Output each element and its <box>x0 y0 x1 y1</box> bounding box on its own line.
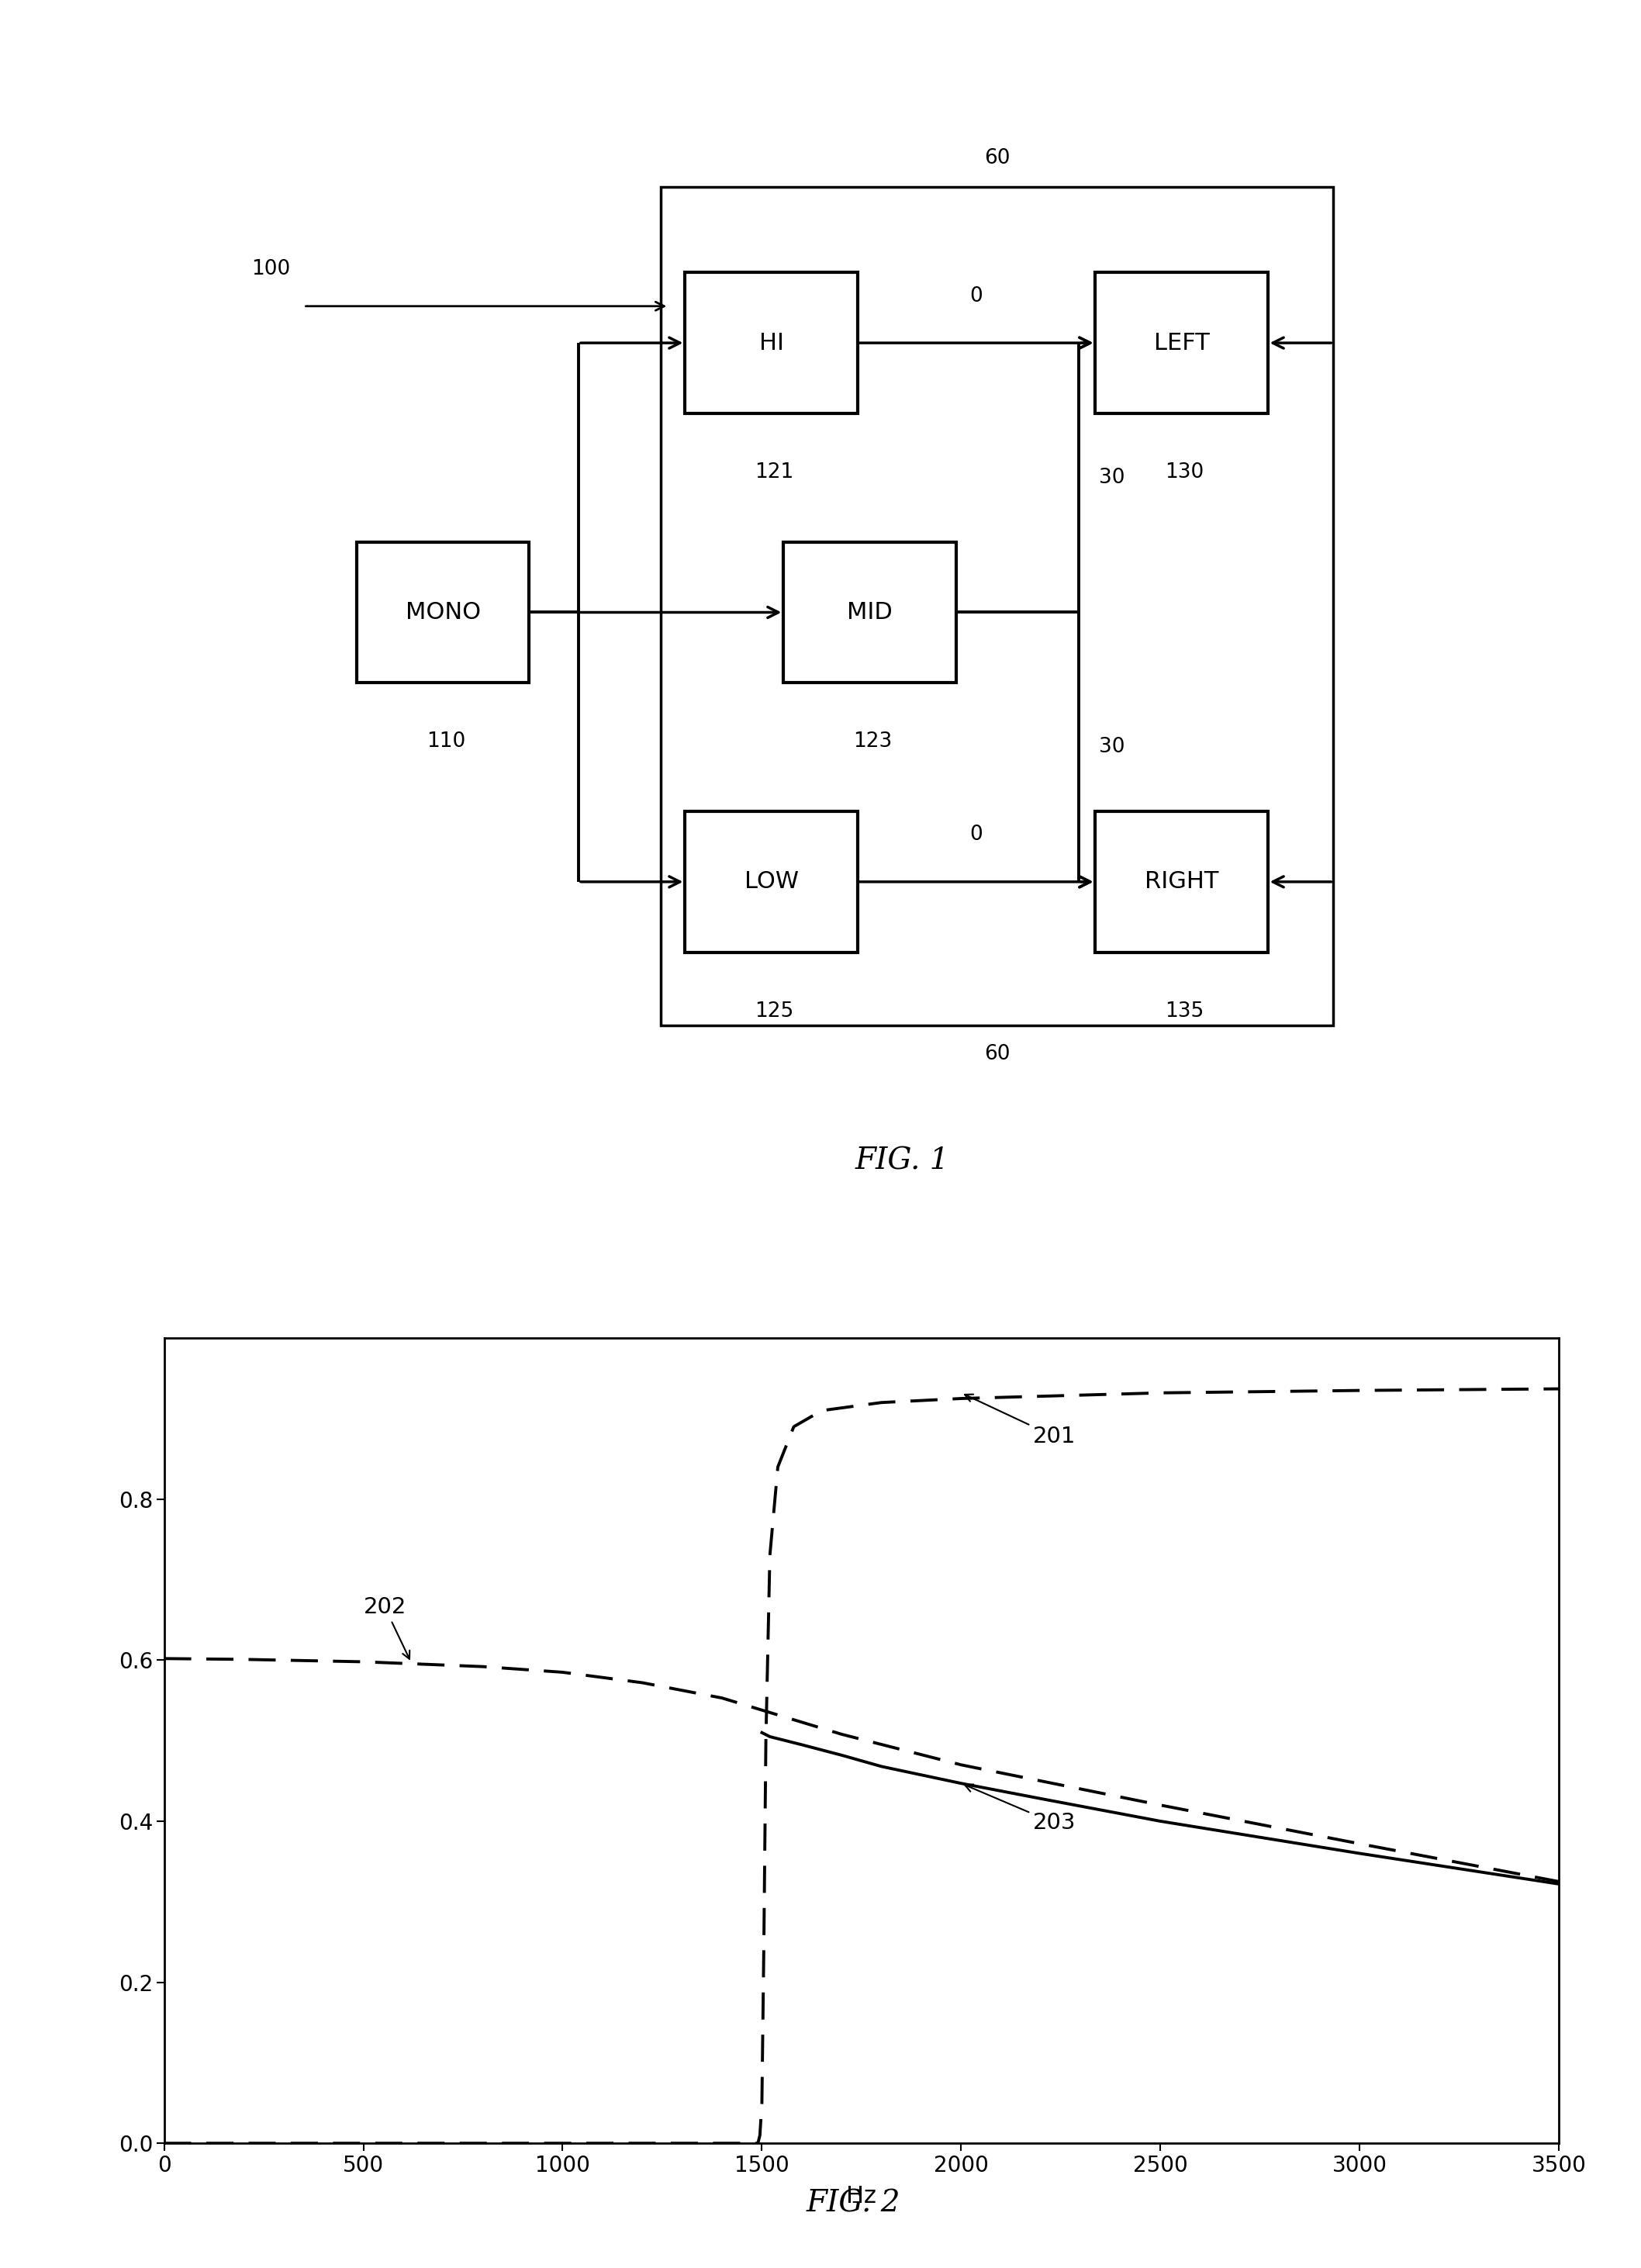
Text: 203: 203 <box>965 1785 1076 1835</box>
Text: 121: 121 <box>755 463 794 483</box>
Text: MONO: MONO <box>405 601 481 624</box>
Text: LOW: LOW <box>743 871 799 894</box>
Text: 30: 30 <box>1099 737 1124 758</box>
Text: 60: 60 <box>985 147 1009 168</box>
Text: FIG. 2: FIG. 2 <box>806 2189 901 2218</box>
Text: 60: 60 <box>985 1043 1009 1064</box>
X-axis label: Hz: Hz <box>847 2184 876 2207</box>
Bar <box>660 186 1332 1025</box>
Text: FIG. 1: FIG. 1 <box>855 1148 950 1175</box>
Text: 100: 100 <box>251 259 290 279</box>
Text: 201: 201 <box>965 1395 1076 1447</box>
Text: 110: 110 <box>427 733 466 753</box>
Text: HI: HI <box>758 331 784 354</box>
Text: 0: 0 <box>970 286 983 306</box>
Text: LEFT: LEFT <box>1154 331 1209 354</box>
Bar <box>686 812 857 953</box>
Bar <box>784 542 957 683</box>
Text: 130: 130 <box>1165 463 1204 483</box>
Bar <box>1096 272 1268 413</box>
Text: 125: 125 <box>755 1000 794 1021</box>
Text: 123: 123 <box>853 733 893 753</box>
Bar <box>358 542 530 683</box>
Bar <box>686 272 857 413</box>
Text: 135: 135 <box>1165 1000 1204 1021</box>
Text: 202: 202 <box>363 1597 410 1658</box>
Text: 0: 0 <box>970 826 983 846</box>
Text: 30: 30 <box>1099 467 1124 488</box>
Bar <box>1096 812 1268 953</box>
Text: MID: MID <box>847 601 893 624</box>
Text: RIGHT: RIGHT <box>1144 871 1219 894</box>
